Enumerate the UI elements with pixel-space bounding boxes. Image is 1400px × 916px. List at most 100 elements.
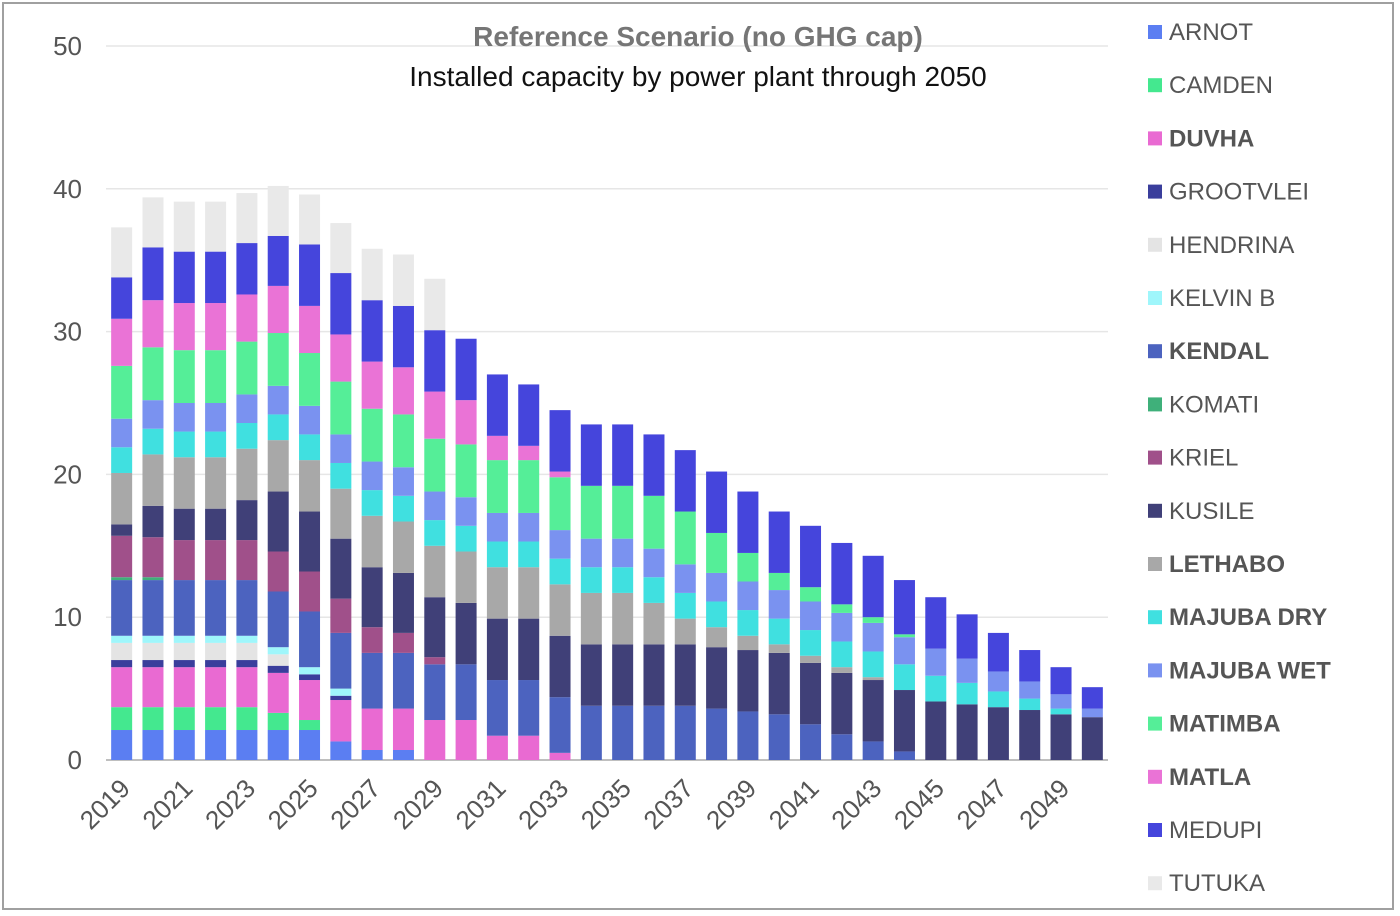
bar-segment-kelvin-b — [205, 635, 227, 643]
bar-segment-duvha — [392, 708, 414, 751]
x-tick-label: 2029 — [387, 773, 449, 835]
bar-segment-kriel — [267, 551, 289, 592]
bar-segment-kusile — [987, 707, 1009, 760]
bar-segment-grootvlei — [173, 660, 195, 668]
legend-label: MAJUBA WET — [1169, 657, 1331, 684]
bar-segment-lethabo — [580, 592, 602, 645]
legend-label: MATIMBA — [1169, 711, 1281, 738]
chart-subtitle: Installed capacity by power plant throug… — [409, 61, 987, 92]
bar-segment-majuba-dry — [142, 428, 164, 455]
bar-segment-medupi — [956, 614, 978, 659]
bar-segment-medupi — [1050, 667, 1072, 695]
legend: ARNOT CAMDEN DUVHA GROOTVLEI HENDRINA KELVIN … — [1148, 19, 1331, 897]
legend-label: KOMATI — [1169, 391, 1259, 418]
bar-segment-duvha — [142, 667, 164, 708]
bar-segment-majuba-dry — [330, 462, 352, 489]
legend-swatch — [1148, 716, 1162, 731]
bar-segment-matimba — [392, 414, 414, 468]
bar-segment-kendal — [424, 664, 446, 721]
bar-segment-medupi — [1081, 687, 1103, 709]
bar-segment-kriel — [330, 598, 352, 633]
bar-segment-matimba — [706, 532, 728, 573]
bar-segment-grootvlei — [267, 665, 289, 673]
bars — [111, 185, 1103, 760]
bar-segment-lethabo — [299, 460, 321, 512]
bar-segment-arnot — [142, 730, 164, 760]
bar-segment-kusile — [674, 644, 696, 706]
bar-segment-majuba-dry — [674, 592, 696, 619]
bar-segment-medupi — [800, 525, 822, 588]
bar-segment-kelvin-b — [330, 688, 352, 696]
bar-segment-majuba-wet — [455, 497, 477, 526]
bar-segment-arnot — [173, 730, 195, 760]
bar-segment-kendal — [643, 705, 665, 760]
bar-segment-kusile — [173, 508, 195, 541]
bar-segment-majuba-dry — [173, 431, 195, 458]
bar-segment-matimba — [111, 365, 133, 419]
x-tick-label: 2041 — [763, 773, 825, 835]
bar-segment-majuba-dry — [987, 691, 1009, 708]
bar-segment-majuba-wet — [236, 394, 258, 423]
bar-segment-tutuka — [330, 223, 352, 274]
bar-segment-medupi — [299, 244, 321, 306]
bar-segment-medupi — [486, 374, 508, 436]
bar-segment-arnot — [267, 730, 289, 760]
legend-swatch — [1148, 503, 1162, 518]
x-tick-label: 2049 — [1013, 773, 1075, 835]
bar-segment-majuba-wet — [706, 572, 728, 602]
x-tick-label: 2043 — [825, 773, 887, 835]
bar-segment-camden — [111, 707, 133, 731]
bar-segment-arnot — [236, 730, 258, 760]
bar-segment-medupi — [674, 450, 696, 512]
legend-swatch — [1148, 131, 1162, 146]
legend-swatch — [1148, 823, 1162, 837]
bar-segment-lethabo — [768, 644, 790, 653]
bar-segment-matimba — [612, 485, 634, 539]
bar-segment-matla — [392, 367, 414, 415]
bar-segment-matimba — [737, 552, 759, 582]
bar-segment-medupi — [361, 300, 383, 362]
bar-segment-majuba-wet — [518, 512, 540, 542]
bar-segment-kriel — [173, 540, 195, 581]
bar-segment-kriel — [236, 540, 258, 581]
bar-segment-kendal — [173, 580, 195, 636]
bar-segment-kendal — [205, 580, 227, 636]
bar-segment-tutuka — [205, 201, 227, 252]
bar-segment-kendal — [768, 714, 790, 760]
bar-segment-medupi — [267, 235, 289, 286]
bar-segment-kendal — [674, 705, 696, 760]
bar-segment-matla — [299, 305, 321, 354]
bar-segment-kusile — [800, 662, 822, 725]
bar-segment-tutuka — [111, 227, 133, 278]
bar-segment-kusile — [518, 618, 540, 681]
bar-segment-kendal — [330, 632, 352, 689]
bar-segment-kusile — [361, 567, 383, 628]
bar-segment-matimba — [674, 511, 696, 565]
y-tick-label: 0 — [68, 745, 82, 775]
bar-segment-hendrina — [236, 642, 258, 661]
bar-segment-majuba-dry — [236, 422, 258, 449]
bar-segment-kusile — [330, 538, 352, 599]
x-tick-label: 2023 — [199, 773, 261, 835]
bar-segment-lethabo — [737, 635, 759, 651]
bar-segment-kusile — [862, 680, 884, 742]
bar-segment-matimba — [831, 604, 853, 613]
bar-segment-matimba — [361, 408, 383, 462]
bar-segment-kusile — [1081, 717, 1103, 760]
bar-segment-majuba-dry — [1019, 698, 1041, 711]
bar-segment-majuba-wet — [1081, 708, 1103, 718]
bar-segment-matimba — [330, 381, 352, 435]
bar-segment-majuba-wet — [925, 648, 947, 676]
legend-label: CAMDEN — [1169, 72, 1273, 99]
bar-segment-majuba-wet — [862, 622, 884, 652]
bar-segment-duvha — [299, 680, 321, 721]
bar-segment-majuba-wet — [486, 512, 508, 542]
bar-segment-kusile — [205, 508, 227, 541]
bar-segment-matla — [142, 300, 164, 348]
bar-segment-grootvlei — [205, 660, 227, 668]
bar-segment-kendal — [455, 664, 477, 721]
bar-segment-kelvin-b — [142, 635, 164, 643]
bar-segment-medupi — [236, 243, 258, 295]
bar-segment-tutuka — [424, 278, 446, 331]
bar-segment-matimba — [455, 444, 477, 498]
